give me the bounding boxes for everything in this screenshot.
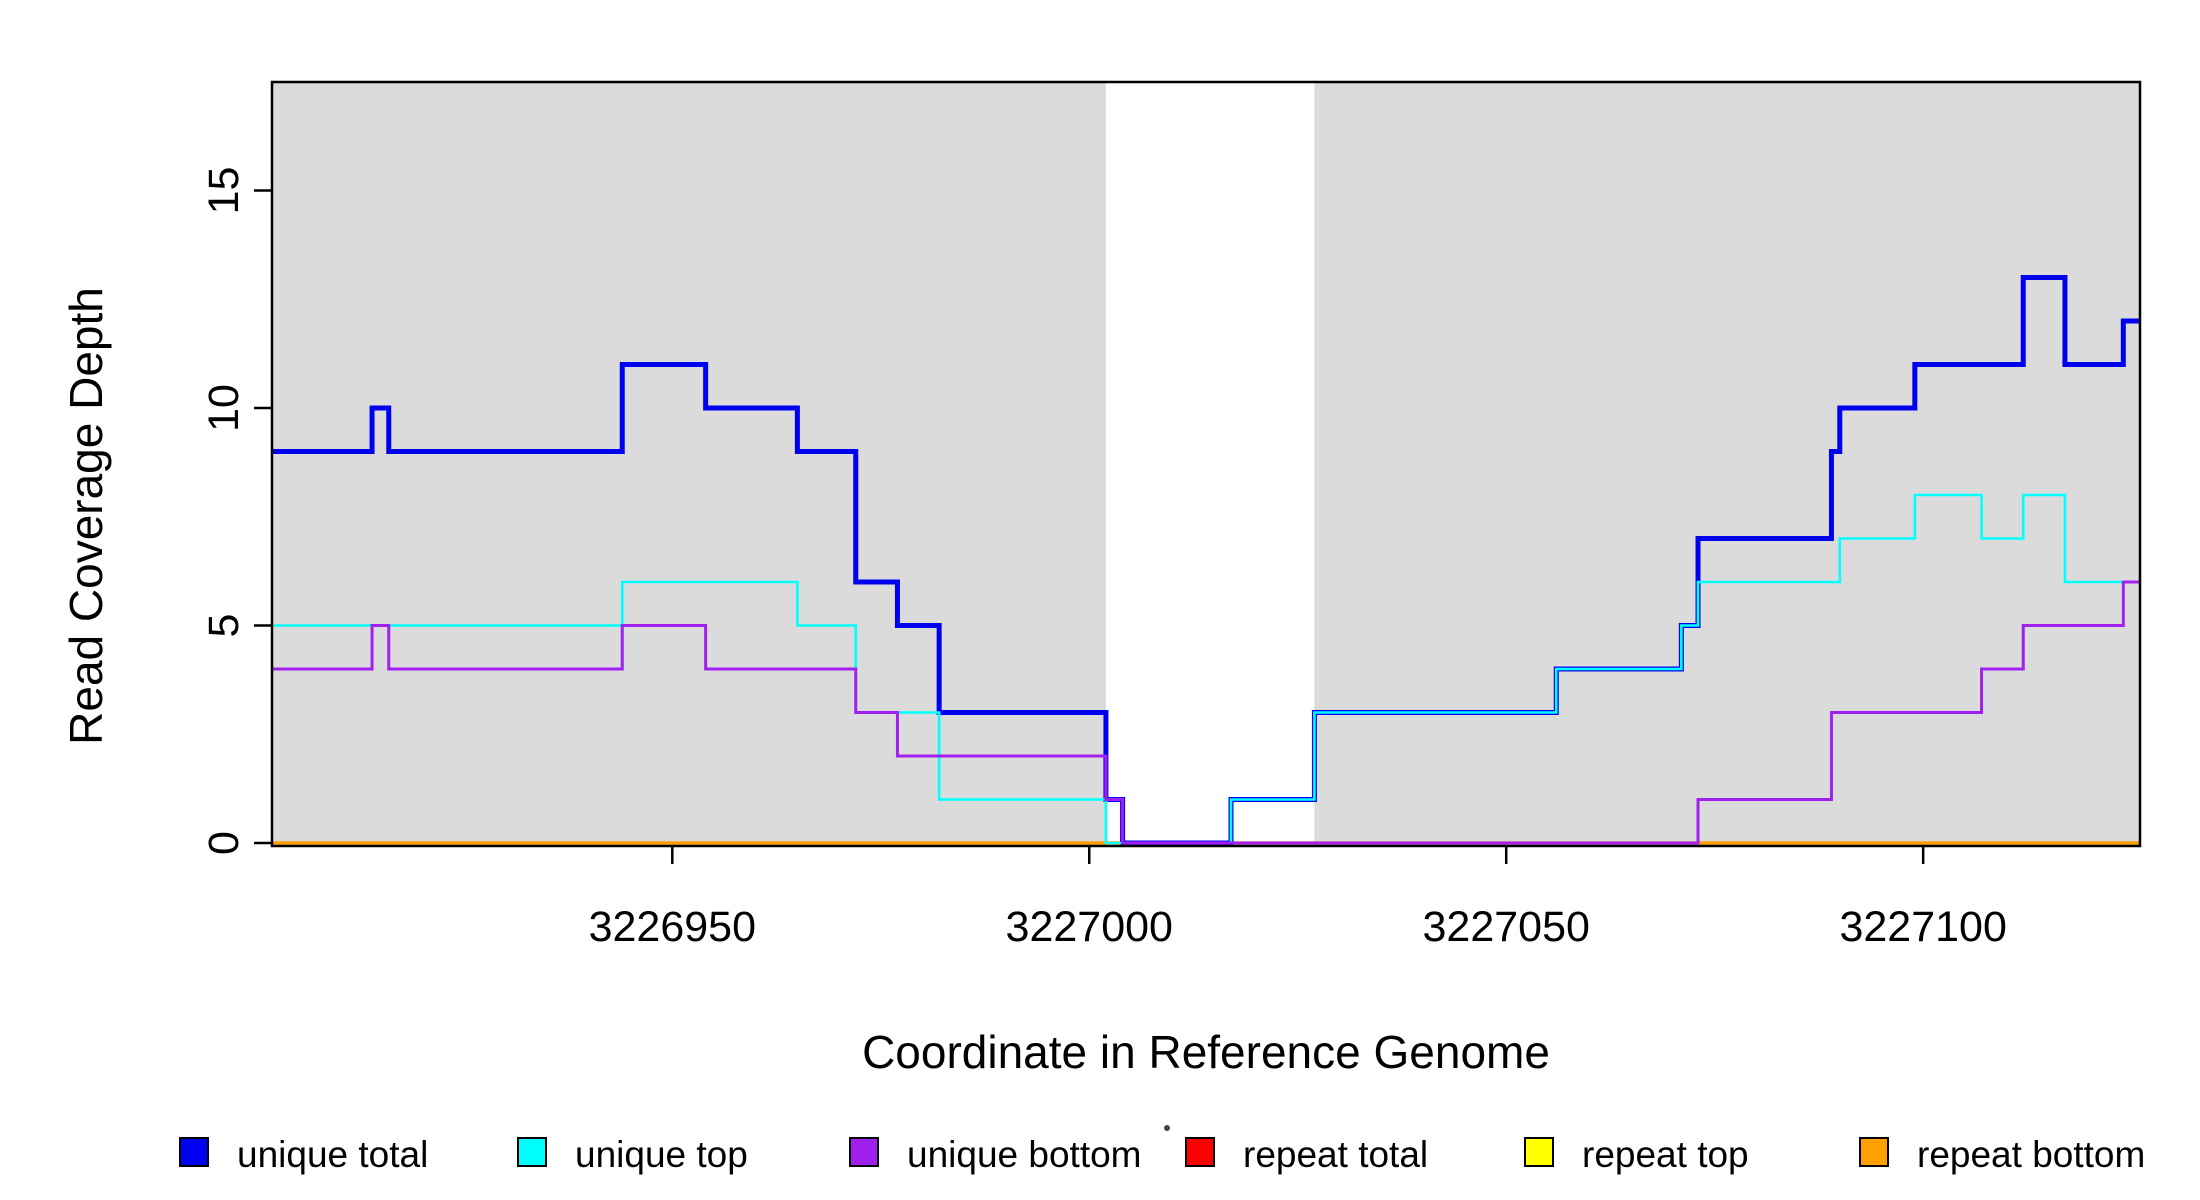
y-tick-label: 5 — [200, 614, 248, 638]
y-tick-label: 15 — [200, 167, 248, 215]
legend-swatch-icon — [1185, 1137, 1215, 1167]
shaded-region — [1314, 82, 2140, 846]
legend-label: unique total — [237, 1134, 428, 1175]
legend-label: repeat bottom — [1917, 1134, 2145, 1175]
y-axis-title: Read Coverage Depth — [60, 287, 112, 745]
legend-item-unique-top: unique top — [517, 1134, 748, 1175]
x-axis-title: Coordinate in Reference Genome — [862, 1026, 1550, 1078]
x-tick-label: 3227100 — [1839, 903, 2006, 951]
legend-label: repeat top — [1582, 1134, 1749, 1175]
legend-swatch-icon — [1524, 1137, 1554, 1167]
legend-swatch-icon — [517, 1137, 547, 1167]
y-tick-label: 0 — [200, 831, 248, 855]
legend-label: unique top — [575, 1134, 748, 1175]
x-tick-label: 3226950 — [589, 903, 756, 951]
shaded-region — [272, 82, 1106, 846]
series-line-unique-bottom — [272, 580, 2140, 845]
legend-label: unique bottom — [907, 1134, 1142, 1175]
legend-swatch-icon — [179, 1137, 209, 1167]
plot-box-border — [270, 80, 2142, 848]
legend-item-repeat-top: repeat top — [1524, 1134, 1749, 1175]
x-tick-label: 3227050 — [1423, 903, 1590, 951]
legend-item-unique-total: unique total — [179, 1134, 428, 1175]
x-tick-label: 3227000 — [1006, 903, 1173, 951]
stray-dot — [1164, 1125, 1170, 1131]
legend-label: repeat total — [1243, 1134, 1428, 1175]
series-line-unique-top — [272, 493, 2140, 845]
legend-item-repeat-bottom: repeat bottom — [1859, 1134, 2145, 1175]
y-tick-label: 10 — [200, 384, 248, 432]
legend-item-repeat-total: repeat total — [1185, 1134, 1428, 1175]
legend-item-unique-bottom: unique bottom — [849, 1134, 1142, 1175]
legend-swatch-icon — [849, 1137, 879, 1167]
legend-swatch-icon — [1859, 1137, 1889, 1167]
